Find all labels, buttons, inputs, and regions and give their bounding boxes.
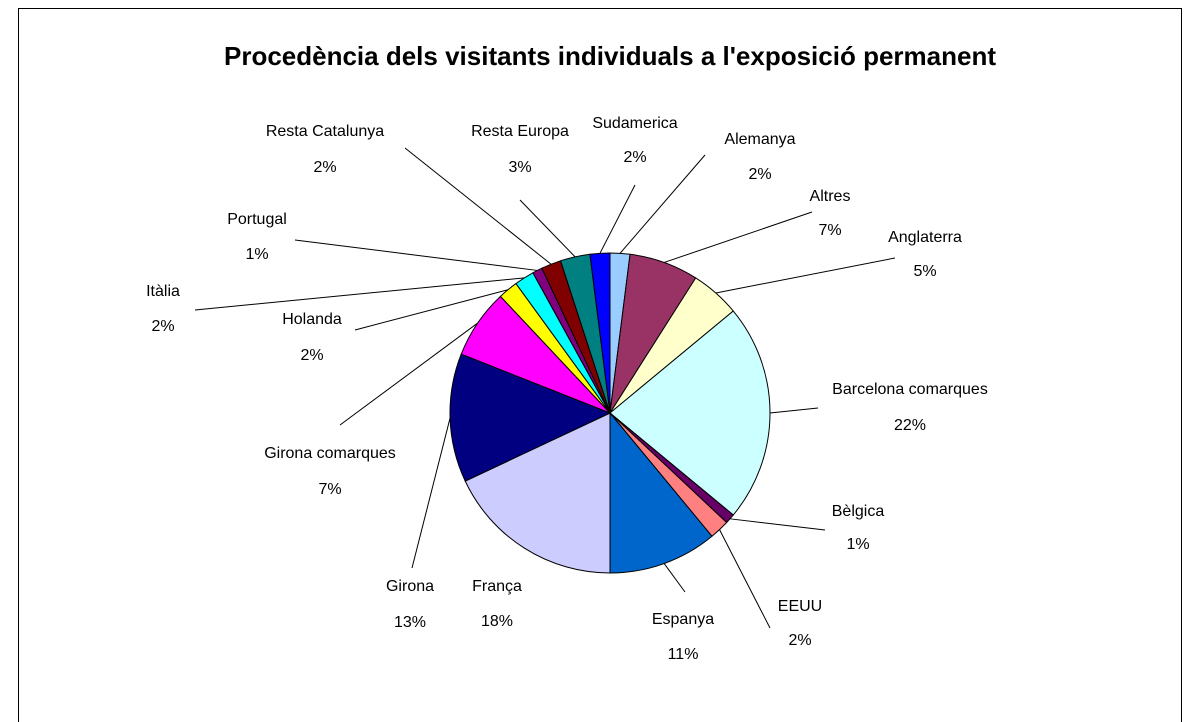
slice-value-label: 2% [623, 149, 646, 166]
slice-value-label: 2% [748, 166, 771, 183]
slice-label: Girona comarques [264, 445, 396, 462]
slice-label: Resta Catalunya [266, 123, 384, 140]
slice-value-label: 2% [151, 318, 174, 335]
chart-title: Procedència dels visitants individuals a… [224, 41, 996, 71]
slice-label: Barcelona comarques [832, 381, 988, 398]
slice-value-label: 11% [668, 646, 699, 663]
slice-value-label: 5% [913, 263, 936, 280]
slice-value-label: 2% [788, 632, 811, 649]
pie-slice [464, 412, 611, 574]
slice-value-label: 13% [394, 614, 426, 631]
slice-label: Holanda [282, 311, 342, 328]
slice-label: Bèlgica [832, 503, 885, 520]
leader-line [619, 154, 706, 254]
slice-label: França [472, 578, 522, 595]
leader-line [411, 417, 451, 569]
leader-line [339, 322, 478, 426]
slice-label: Altres [810, 188, 851, 205]
slice-value-label: 2% [300, 347, 323, 364]
slice-value-label: 3% [508, 159, 531, 176]
leader-line [664, 211, 813, 263]
slice-value-label: 22% [894, 417, 926, 434]
leader-line [769, 407, 819, 414]
leader-line [519, 199, 576, 258]
leader-line [729, 518, 826, 531]
slice-label: Alemanya [724, 131, 795, 148]
leader-line [599, 184, 636, 254]
leader-line [354, 289, 509, 331]
leader-line [719, 529, 771, 629]
pie-slice [609, 411, 713, 574]
slice-label: Sudamerica [592, 115, 677, 132]
slice-label: Resta Europa [471, 123, 569, 140]
leader-line [715, 257, 896, 294]
leader-line [404, 147, 552, 265]
pie-slice [609, 310, 771, 516]
slice-value-label: 2% [313, 159, 336, 176]
slice-label: Anglaterra [888, 229, 962, 246]
pie-slice [589, 252, 611, 414]
chart-frame [18, 8, 1182, 722]
pie-slice [449, 353, 612, 482]
slice-label: Girona [386, 578, 434, 595]
leader-line [194, 277, 525, 311]
slice-value-label: 18% [481, 613, 513, 630]
slice-label: EEUU [778, 598, 822, 615]
leader-line [663, 563, 686, 593]
slice-value-label: 1% [245, 246, 268, 263]
slice-label: Espanya [652, 611, 714, 628]
slice-value-label: 7% [318, 481, 341, 498]
leader-line [294, 239, 538, 271]
slice-value-label: 1% [846, 536, 869, 553]
slice-label: Portugal [227, 211, 287, 228]
slice-value-label: 7% [818, 222, 841, 239]
slice-label: Itàlia [146, 283, 180, 300]
